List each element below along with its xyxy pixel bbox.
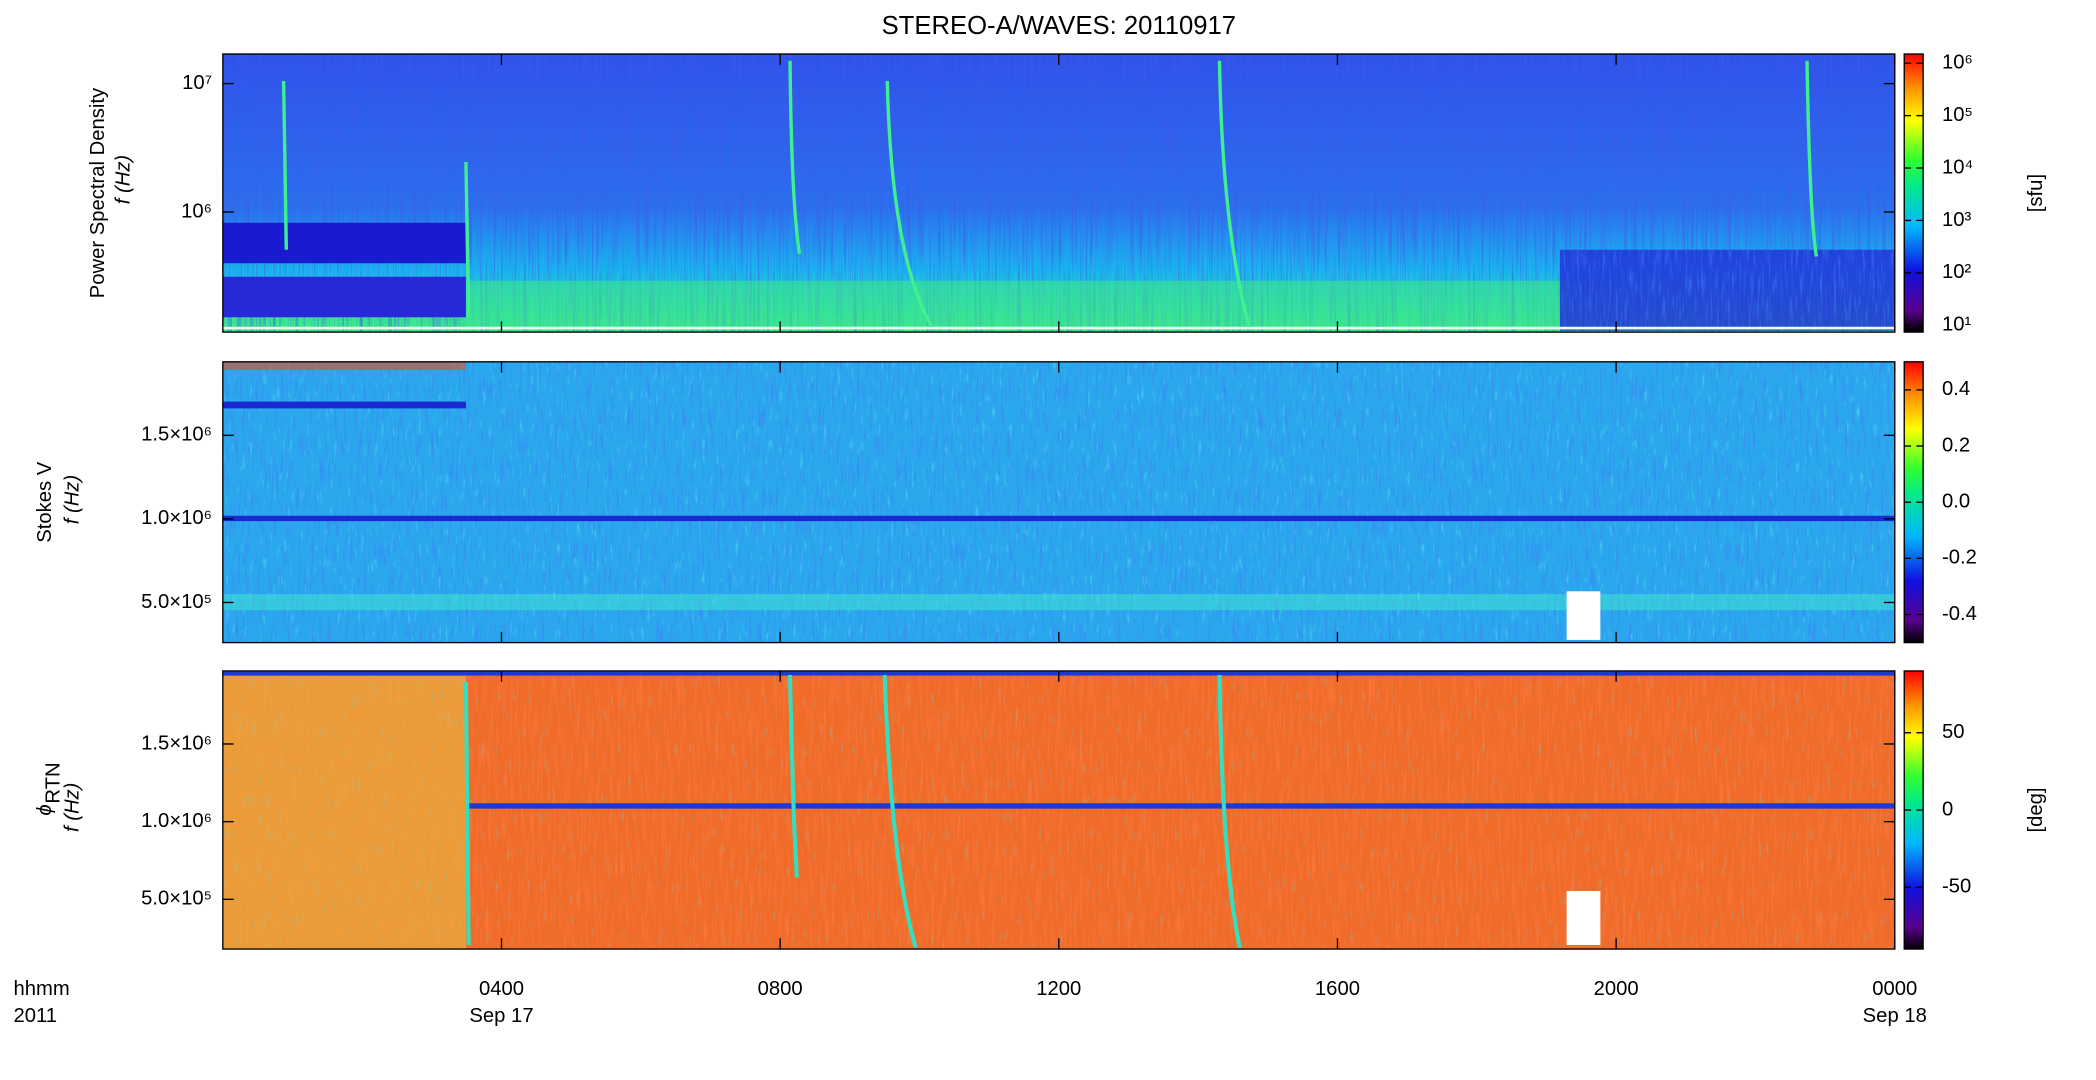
- y-tick-label: 5.0×10⁵: [141, 888, 212, 910]
- spectrogram-image: [222, 670, 1895, 950]
- colorbar-tick-label: 50: [1942, 721, 1965, 743]
- y-axis-label: f (Hz): [61, 783, 83, 832]
- spectrogram-image: [222, 54, 1895, 333]
- y-tick-label: 1.5×10⁶: [141, 424, 212, 446]
- x-tick-label: 0000: [1872, 978, 1917, 1000]
- y-axis-label-subscript: RTN: [42, 762, 64, 803]
- x-date-label: Sep 18: [1863, 1005, 1927, 1027]
- x-tick-label: 2000: [1594, 978, 1639, 1000]
- colorbar-label: [deg]: [2025, 787, 2047, 832]
- y-axis-label: Stokes V: [34, 461, 56, 543]
- y-tick-label: 1.0×10⁶: [141, 810, 212, 832]
- x-tick-label: 1600: [1315, 978, 1360, 1000]
- y-tick-label: 1.5×10⁶: [141, 732, 212, 754]
- y-tick-label: 1.0×10⁶: [141, 507, 212, 529]
- colorbar-tick-label: 10³: [1942, 209, 1972, 231]
- x-axis-label: hhmm: [14, 978, 70, 1000]
- x-tick-label: 0800: [758, 978, 803, 1000]
- x-date-label: Sep 17: [469, 1005, 533, 1027]
- y-tick-label: 5.0×10⁵: [141, 591, 212, 613]
- colorbar-tick-label: 10⁴: [1942, 156, 1973, 178]
- colorbar-tick-label: 10¹: [1942, 314, 1972, 336]
- y-tick-label: 10⁶: [181, 200, 212, 222]
- colorbar-tick-label: 0.0: [1942, 491, 1970, 513]
- colorbar-tick-label: 0.4: [1942, 378, 1970, 400]
- y-axis-label: Power Spectral Density: [87, 87, 109, 298]
- x-axis-label: 2011: [14, 1005, 58, 1027]
- colorbar-tick-label: 10⁶: [1942, 52, 1973, 74]
- spectrogram-image: [222, 361, 1895, 643]
- colorbar-tick-label: -0.2: [1942, 547, 1977, 569]
- x-tick-label: 1200: [1036, 978, 1081, 1000]
- y-axis-label: f (Hz): [113, 155, 135, 204]
- colorbar-tick-label: 0.2: [1942, 434, 1970, 456]
- chart-title: STEREO-A/WAVES: 20110917: [882, 12, 1236, 40]
- colorbar-tick-label: 10⁵: [1942, 104, 1973, 126]
- colorbar-tick-label: -0.4: [1942, 603, 1977, 625]
- y-axis-label: ϕ: [34, 804, 56, 815]
- colorbar: [1903, 53, 1924, 333]
- colorbar-tick-label: 10²: [1942, 261, 1972, 283]
- colorbar-label: [sfu]: [2025, 174, 2047, 212]
- colorbar-tick-label: 0: [1942, 798, 1953, 820]
- y-axis-label: f (Hz): [61, 475, 83, 524]
- colorbar-tick-label: -50: [1942, 876, 1971, 898]
- x-tick-label: 0400: [479, 978, 524, 1000]
- y-tick-label: 10⁷: [182, 72, 212, 94]
